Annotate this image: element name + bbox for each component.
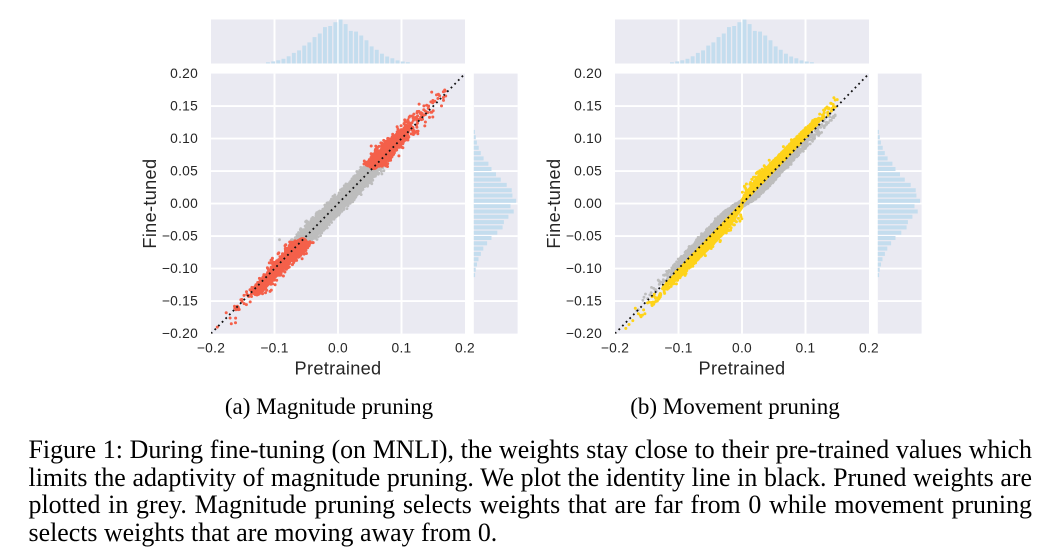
svg-text:−0.1: −0.1 bbox=[260, 341, 288, 356]
svg-text:Fine-tuned: Fine-tuned bbox=[544, 159, 564, 249]
svg-text:−0.10: −0.10 bbox=[566, 261, 602, 276]
svg-text:0.1: 0.1 bbox=[392, 341, 412, 356]
svg-text:0.15: 0.15 bbox=[574, 99, 602, 114]
svg-text:0.05: 0.05 bbox=[574, 164, 602, 179]
svg-text:0.05: 0.05 bbox=[170, 164, 198, 179]
svg-text:0.00: 0.00 bbox=[170, 196, 198, 211]
svg-text:0.20: 0.20 bbox=[574, 66, 602, 81]
svg-text:−0.15: −0.15 bbox=[566, 294, 602, 309]
svg-text:−0.05: −0.05 bbox=[162, 229, 198, 244]
svg-text:0.00: 0.00 bbox=[574, 196, 602, 211]
svg-text:−0.20: −0.20 bbox=[162, 326, 198, 341]
svg-text:−0.2: −0.2 bbox=[601, 341, 629, 356]
svg-text:Fine-tuned: Fine-tuned bbox=[140, 159, 160, 249]
svg-text:0.2: 0.2 bbox=[455, 341, 475, 356]
svg-text:0.10: 0.10 bbox=[574, 131, 602, 146]
svg-text:0.15: 0.15 bbox=[170, 99, 198, 114]
svg-text:0.20: 0.20 bbox=[170, 66, 198, 81]
svg-text:0.1: 0.1 bbox=[796, 341, 816, 356]
svg-text:Pretrained: Pretrained bbox=[699, 359, 786, 379]
svg-text:0.0: 0.0 bbox=[328, 341, 348, 356]
svg-text:−0.20: −0.20 bbox=[566, 326, 602, 341]
svg-text:0.2: 0.2 bbox=[859, 341, 879, 356]
svg-text:−0.05: −0.05 bbox=[566, 229, 602, 244]
svg-text:−0.15: −0.15 bbox=[162, 294, 198, 309]
svg-text:−0.1: −0.1 bbox=[664, 341, 692, 356]
svg-text:0.10: 0.10 bbox=[170, 131, 198, 146]
svg-text:0.0: 0.0 bbox=[732, 341, 752, 356]
svg-text:Pretrained: Pretrained bbox=[295, 359, 382, 379]
svg-text:−0.10: −0.10 bbox=[162, 261, 198, 276]
svg-text:−0.2: −0.2 bbox=[197, 341, 225, 356]
